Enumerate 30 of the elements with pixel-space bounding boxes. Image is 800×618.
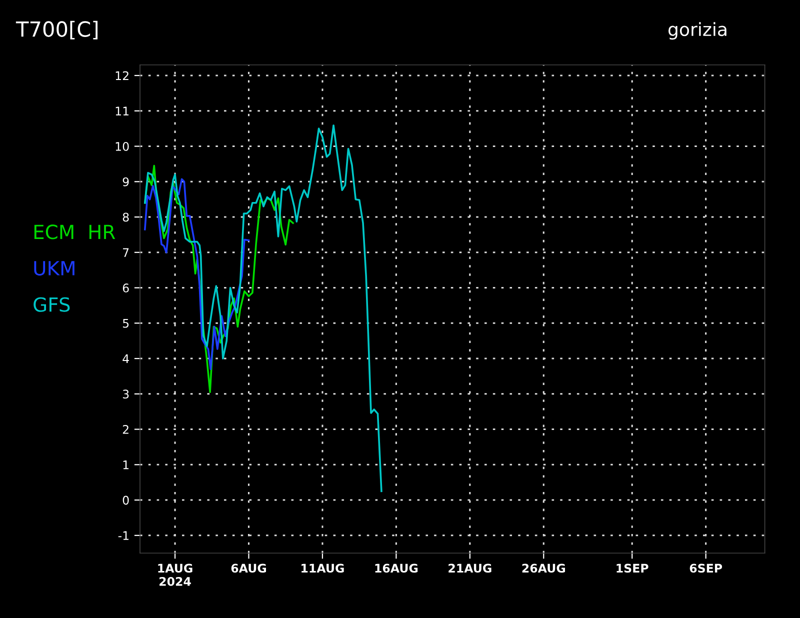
line-series xyxy=(144,164,294,394)
y-tick-label: 3 xyxy=(122,390,129,399)
y-tick-label: 12 xyxy=(116,71,128,80)
line-series xyxy=(144,178,250,370)
x-tick-label: 26AUG xyxy=(522,564,565,573)
x-tick-label: 6SEP xyxy=(690,564,722,573)
chart-subtitle: gorizia xyxy=(668,22,726,40)
y-tick-label: 6 xyxy=(122,283,129,292)
x-tick-label: 1SEP xyxy=(616,564,648,573)
y-tick-label: 1 xyxy=(123,460,128,470)
series-label: ECM HR xyxy=(34,224,116,240)
x-tick-label: 1AUG 2024 xyxy=(158,564,192,586)
x-tick-label: 21AUG xyxy=(448,564,492,573)
y-tick-label: 8 xyxy=(122,212,129,222)
text: UKM xyxy=(34,261,74,276)
x-tick-label: 16AUG xyxy=(375,564,418,573)
y-tick-label: -1 xyxy=(118,531,128,540)
y-tick-label: 11 xyxy=(116,106,128,116)
text: GFS xyxy=(34,297,70,312)
y-tick-label: 10 xyxy=(116,142,129,151)
line-series xyxy=(144,124,382,492)
y-tick-label: 0 xyxy=(122,496,129,505)
y-tick-label: 9 xyxy=(122,177,129,186)
chart-title: T700[C] xyxy=(16,20,98,40)
x-tick-label: 6AUG xyxy=(231,564,266,573)
y-tick-label: 5 xyxy=(122,319,129,328)
y-tick-label: 4 xyxy=(122,354,129,364)
y-tick-label: 7 xyxy=(123,248,129,257)
x-tick-label: 11AUG xyxy=(302,564,344,573)
y-tick-label: 2 xyxy=(122,425,128,434)
